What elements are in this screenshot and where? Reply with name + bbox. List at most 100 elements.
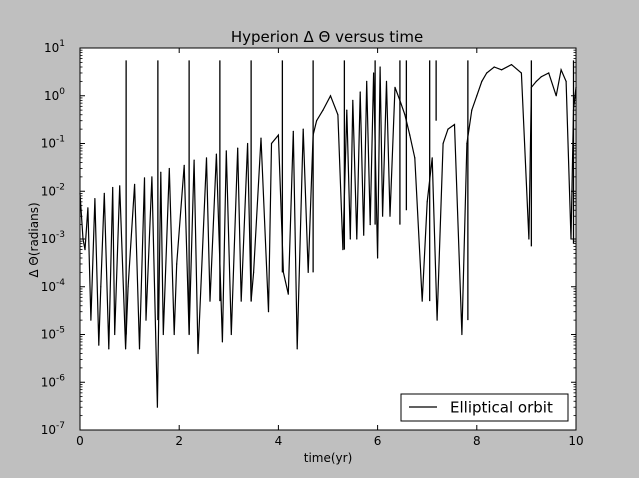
data-point	[520, 72, 523, 74]
data-point	[112, 186, 114, 189]
data-point	[134, 183, 136, 185]
plot-background	[80, 48, 576, 430]
data-point	[145, 319, 147, 321]
data-point	[409, 134, 411, 136]
x-tick-label: 10	[568, 434, 583, 448]
data-point	[493, 66, 495, 68]
data-point	[114, 333, 116, 336]
data-point	[143, 177, 146, 179]
data-point	[215, 153, 217, 155]
data-point	[162, 333, 164, 336]
data-point	[103, 192, 105, 194]
data-point	[160, 171, 162, 173]
data-point	[287, 293, 289, 295]
data-point	[436, 319, 438, 321]
data-point	[366, 80, 368, 82]
plot-area: 0 2 4 6 8 10 10-710-610-510-410-310-210-11001…	[41, 39, 584, 448]
data-point	[197, 352, 199, 355]
data-point	[528, 238, 530, 240]
data-point	[302, 128, 304, 130]
series-elliptical-orbit	[79, 60, 577, 408]
data-point	[486, 72, 488, 74]
data-point	[87, 207, 89, 209]
data-point	[292, 130, 294, 132]
data-point	[209, 300, 211, 302]
data-point	[421, 300, 423, 302]
data-point	[385, 80, 388, 82]
y-tick-label-exponent: -3	[56, 230, 65, 240]
data-point	[247, 142, 249, 145]
data-point	[183, 164, 185, 166]
data-point	[125, 348, 127, 350]
data-point	[548, 72, 550, 74]
data-point	[349, 238, 351, 240]
y-axis-label: Δ Θ(radians)	[27, 202, 41, 277]
legend-label: Elliptical orbit	[450, 399, 553, 417]
data-point	[481, 80, 483, 82]
data-point	[119, 185, 121, 187]
data-point	[173, 333, 175, 336]
data-point	[90, 319, 92, 321]
data-point	[94, 198, 96, 200]
data-point	[108, 348, 110, 350]
data-point	[267, 311, 270, 313]
y-tick-label-exponent: -2	[56, 182, 65, 192]
data-point	[540, 76, 542, 78]
data-point	[476, 95, 478, 97]
data-point	[98, 344, 100, 346]
data-point	[221, 341, 223, 343]
data-point	[296, 348, 298, 350]
data-point	[453, 123, 456, 126]
x-tick-label: 2	[175, 434, 183, 448]
y-tick-label-exponent: -1	[56, 135, 65, 145]
chart-title: Hyperion Δ Θ versus time	[231, 28, 423, 46]
data-point	[322, 109, 324, 111]
data-point	[501, 69, 503, 71]
y-tick-label-exponent: -4	[56, 278, 65, 288]
data-point	[389, 215, 391, 217]
x-tick-label: 4	[275, 434, 283, 448]
data-point	[352, 99, 354, 101]
data-point	[382, 215, 384, 217]
data-point	[151, 176, 153, 178]
data-point	[270, 142, 273, 145]
data-point	[127, 286, 129, 288]
data-point	[461, 333, 463, 336]
data-point	[404, 114, 406, 116]
y-tick-label-exponent: -5	[56, 326, 65, 336]
x-axis-label: time(yr)	[304, 451, 353, 465]
data-point	[168, 167, 170, 170]
data-point	[100, 286, 102, 288]
legend: Elliptical orbit	[400, 393, 569, 422]
data-point	[471, 109, 473, 111]
x-tick-label: 6	[374, 434, 382, 448]
data-point	[225, 150, 227, 152]
x-tick-label: 0	[76, 434, 84, 448]
data-point	[307, 271, 309, 273]
data-point	[442, 142, 444, 145]
data-point	[282, 271, 284, 273]
data-point	[363, 234, 365, 236]
data-point	[356, 238, 358, 240]
data-point	[156, 406, 158, 408]
data-point	[447, 128, 449, 130]
data-point	[560, 69, 562, 71]
data-point	[394, 86, 396, 88]
y-tick-label-exponent: 0	[59, 87, 65, 97]
x-axis-ticks: 0 2 4 6 8 10	[76, 48, 584, 448]
data-point	[359, 91, 361, 93]
y-tick-label-exponent: -6	[56, 373, 65, 383]
data-point	[466, 142, 468, 145]
data-point	[277, 134, 279, 136]
y-tick-label-exponent: 1	[59, 39, 65, 49]
data-point	[237, 147, 239, 149]
data-point	[510, 64, 513, 66]
series-line-0	[79, 63, 577, 408]
data-point	[379, 66, 381, 68]
data-point	[565, 80, 567, 82]
data-point	[431, 157, 433, 159]
data-point	[84, 249, 86, 251]
data-point	[138, 348, 141, 350]
data-point	[260, 137, 262, 139]
